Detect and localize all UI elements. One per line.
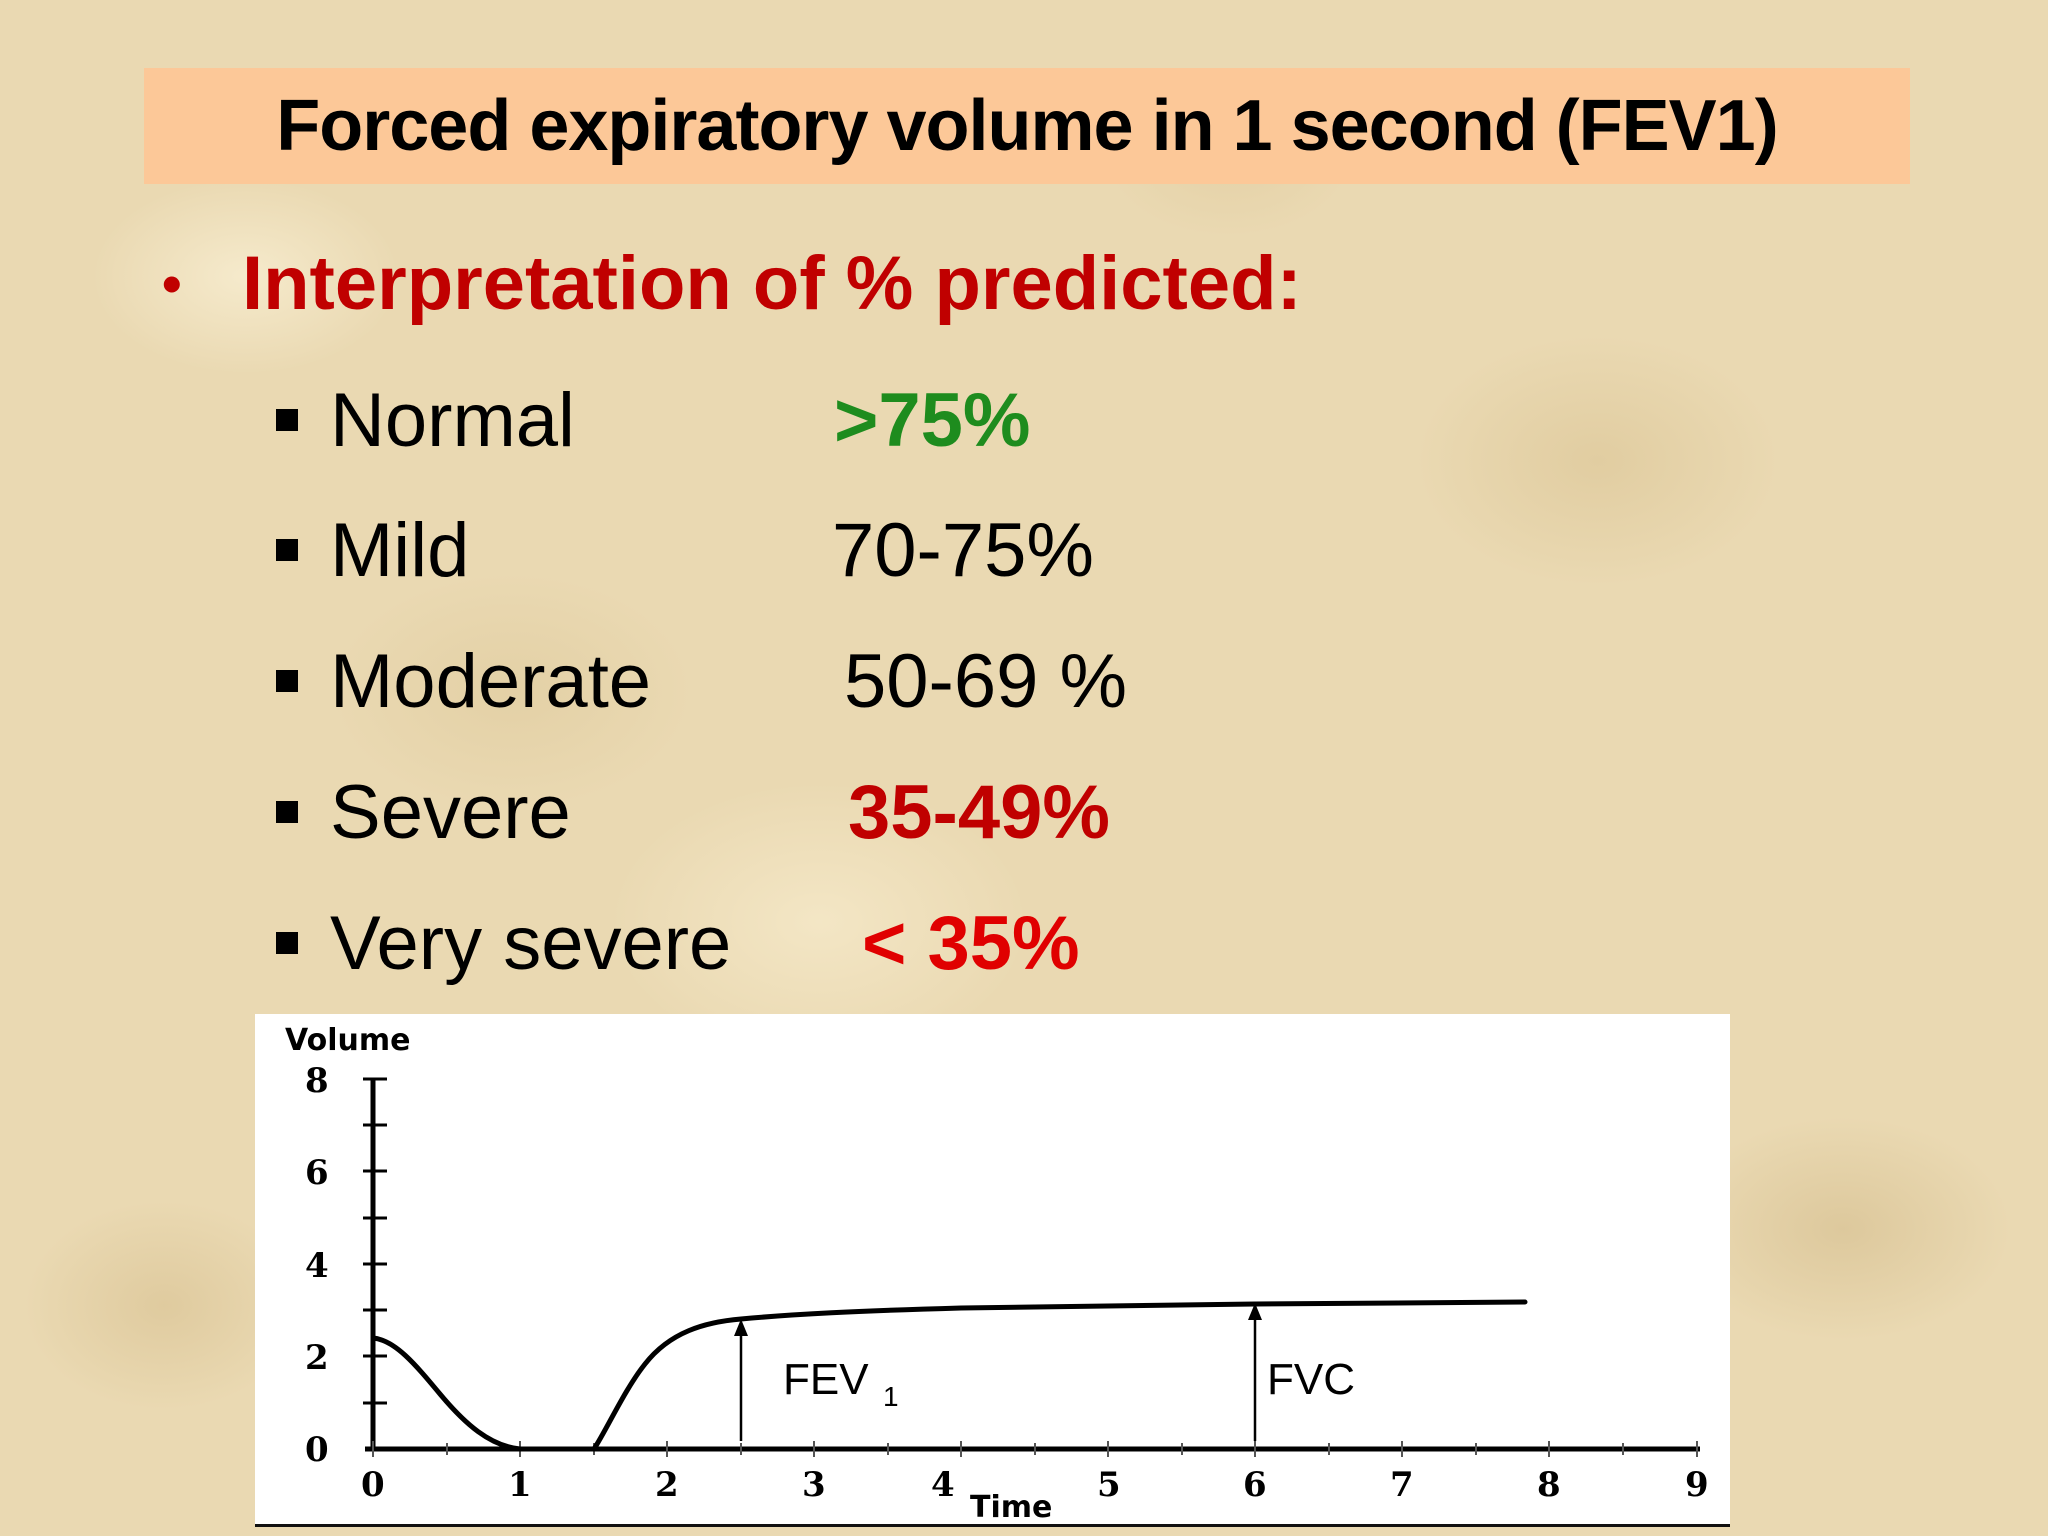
square-bullet-icon [276,409,298,431]
x-axis-title: Time [970,1490,1052,1524]
item-label: Severe [330,769,571,855]
square-bullet-icon [276,801,298,823]
bullet-dot-icon: • [162,252,182,315]
y-axis-title: Volume [285,1023,410,1058]
square-bullet-icon [276,539,298,561]
square-bullet-icon [276,670,298,692]
chart-svg: Volume 0 2 4 6 8 [285,1023,1709,1524]
y-tick-4: 4 [305,1246,329,1286]
item-value: < 35% [862,900,1080,986]
list-item-normal: Normal >75% [276,370,1031,470]
item-label: Normal [330,377,575,463]
item-label: Mild [330,507,470,593]
y-tick-0: 0 [305,1430,329,1470]
y-ticks [363,1077,387,1405]
square-bullet-icon [276,932,298,954]
item-label: Very severe [330,900,732,986]
section-heading: • Interpretation of % predicted: [162,240,1302,327]
x-tick-3: 3 [802,1465,826,1505]
x-tick-8: 8 [1537,1465,1561,1505]
fvc-arrow [1248,1303,1262,1441]
item-value: 70-75% [832,507,1094,593]
y-tick-2: 2 [305,1338,329,1378]
y-tick-8: 8 [305,1061,329,1101]
item-value: >75% [834,377,1031,463]
x-tick-9: 9 [1685,1465,1709,1505]
spirogram-chart: Volume 0 2 4 6 8 [255,1014,1730,1527]
x-tick-7: 7 [1390,1465,1414,1505]
x-tick-4: 4 [931,1465,955,1505]
x-tick-2: 2 [655,1465,679,1505]
slide-title: Forced expiratory volume in 1 second (FE… [276,86,1778,166]
list-item-severe: Severe 35-49% [276,762,1110,862]
x-tick-5: 5 [1097,1465,1121,1505]
item-label: Moderate [330,638,652,724]
x-tick-0: 0 [361,1465,385,1505]
list-item-moderate: Moderate 50-69 % [276,631,1127,731]
x-tick-1: 1 [508,1465,532,1505]
item-value: 50-69 % [844,638,1128,724]
volume-curve [370,1299,1528,1452]
fev1-label: FEV [783,1355,869,1404]
list-item-mild: Mild 70-75% [276,500,1094,600]
fev1-arrow [734,1319,748,1441]
list-item-very-severe: Very severe < 35% [276,893,1080,993]
fev1-subscript: 1 [883,1381,899,1412]
title-banner: Forced expiratory volume in 1 second (FE… [144,68,1910,184]
item-value: 35-49% [848,769,1110,855]
y-tick-6: 6 [305,1153,329,1193]
heading-text: Interpretation of % predicted: [242,241,1302,326]
fvc-label: FVC [1267,1355,1355,1404]
x-tick-6: 6 [1243,1465,1267,1505]
